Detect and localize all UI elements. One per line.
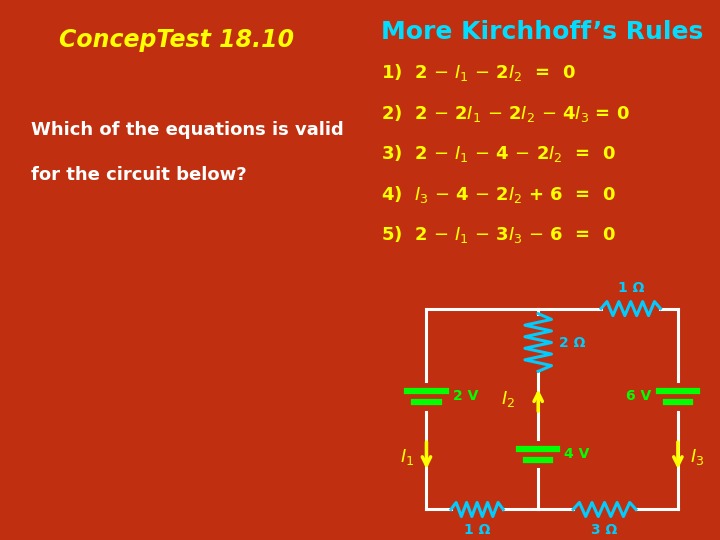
Text: 2 Ω: 2 Ω <box>559 335 585 349</box>
Text: Which of the equations is valid: Which of the equations is valid <box>31 120 343 139</box>
Text: 3)  2 $-$ $\it{I}_1$ $-$ 4 $-$ 2$\it{I}_2$  =  0: 3) 2 $-$ $\it{I}_1$ $-$ 4 $-$ 2$\it{I}_2… <box>381 144 616 164</box>
Text: ConcepTest 18.10: ConcepTest 18.10 <box>59 29 294 52</box>
Text: 6 V: 6 V <box>626 389 652 403</box>
Text: 2)  2 $-$ 2$\it{I}_1$ $-$ 2$\it{I}_2$ $-$ 4$\it{I}_3$ = 0: 2) 2 $-$ 2$\it{I}_1$ $-$ 2$\it{I}_2$ $-$… <box>381 103 630 124</box>
Text: 3 Ω: 3 Ω <box>591 523 618 537</box>
Text: More Kirchhoff’s Rules: More Kirchhoff’s Rules <box>381 21 703 44</box>
Text: 1 Ω: 1 Ω <box>464 523 490 537</box>
Text: $\it{I}_1$: $\it{I}_1$ <box>400 447 414 467</box>
Text: 4)  $\it{I}_3$ $-$ 4 $-$ 2$\it{I}_2$ + 6  =  0: 4) $\it{I}_3$ $-$ 4 $-$ 2$\it{I}_2$ + 6 … <box>381 184 616 205</box>
Text: 2 V: 2 V <box>453 389 478 403</box>
Text: 5)  2 $-$ $\it{I}_1$ $-$ 3$\it{I}_3$ $-$ 6  =  0: 5) 2 $-$ $\it{I}_1$ $-$ 3$\it{I}_3$ $-$ … <box>381 225 616 245</box>
Text: 1)  2 $-$ $\it{I}_1$ $-$ 2$\it{I}_2$  =  0: 1) 2 $-$ $\it{I}_1$ $-$ 2$\it{I}_2$ = 0 <box>381 63 576 83</box>
Text: 4 V: 4 V <box>564 447 590 461</box>
Text: $\it{I}_3$: $\it{I}_3$ <box>690 447 704 467</box>
Text: 1 Ω: 1 Ω <box>618 281 644 295</box>
Text: for the circuit below?: for the circuit below? <box>31 166 246 185</box>
Text: $\it{I}_2$: $\it{I}_2$ <box>502 389 516 409</box>
